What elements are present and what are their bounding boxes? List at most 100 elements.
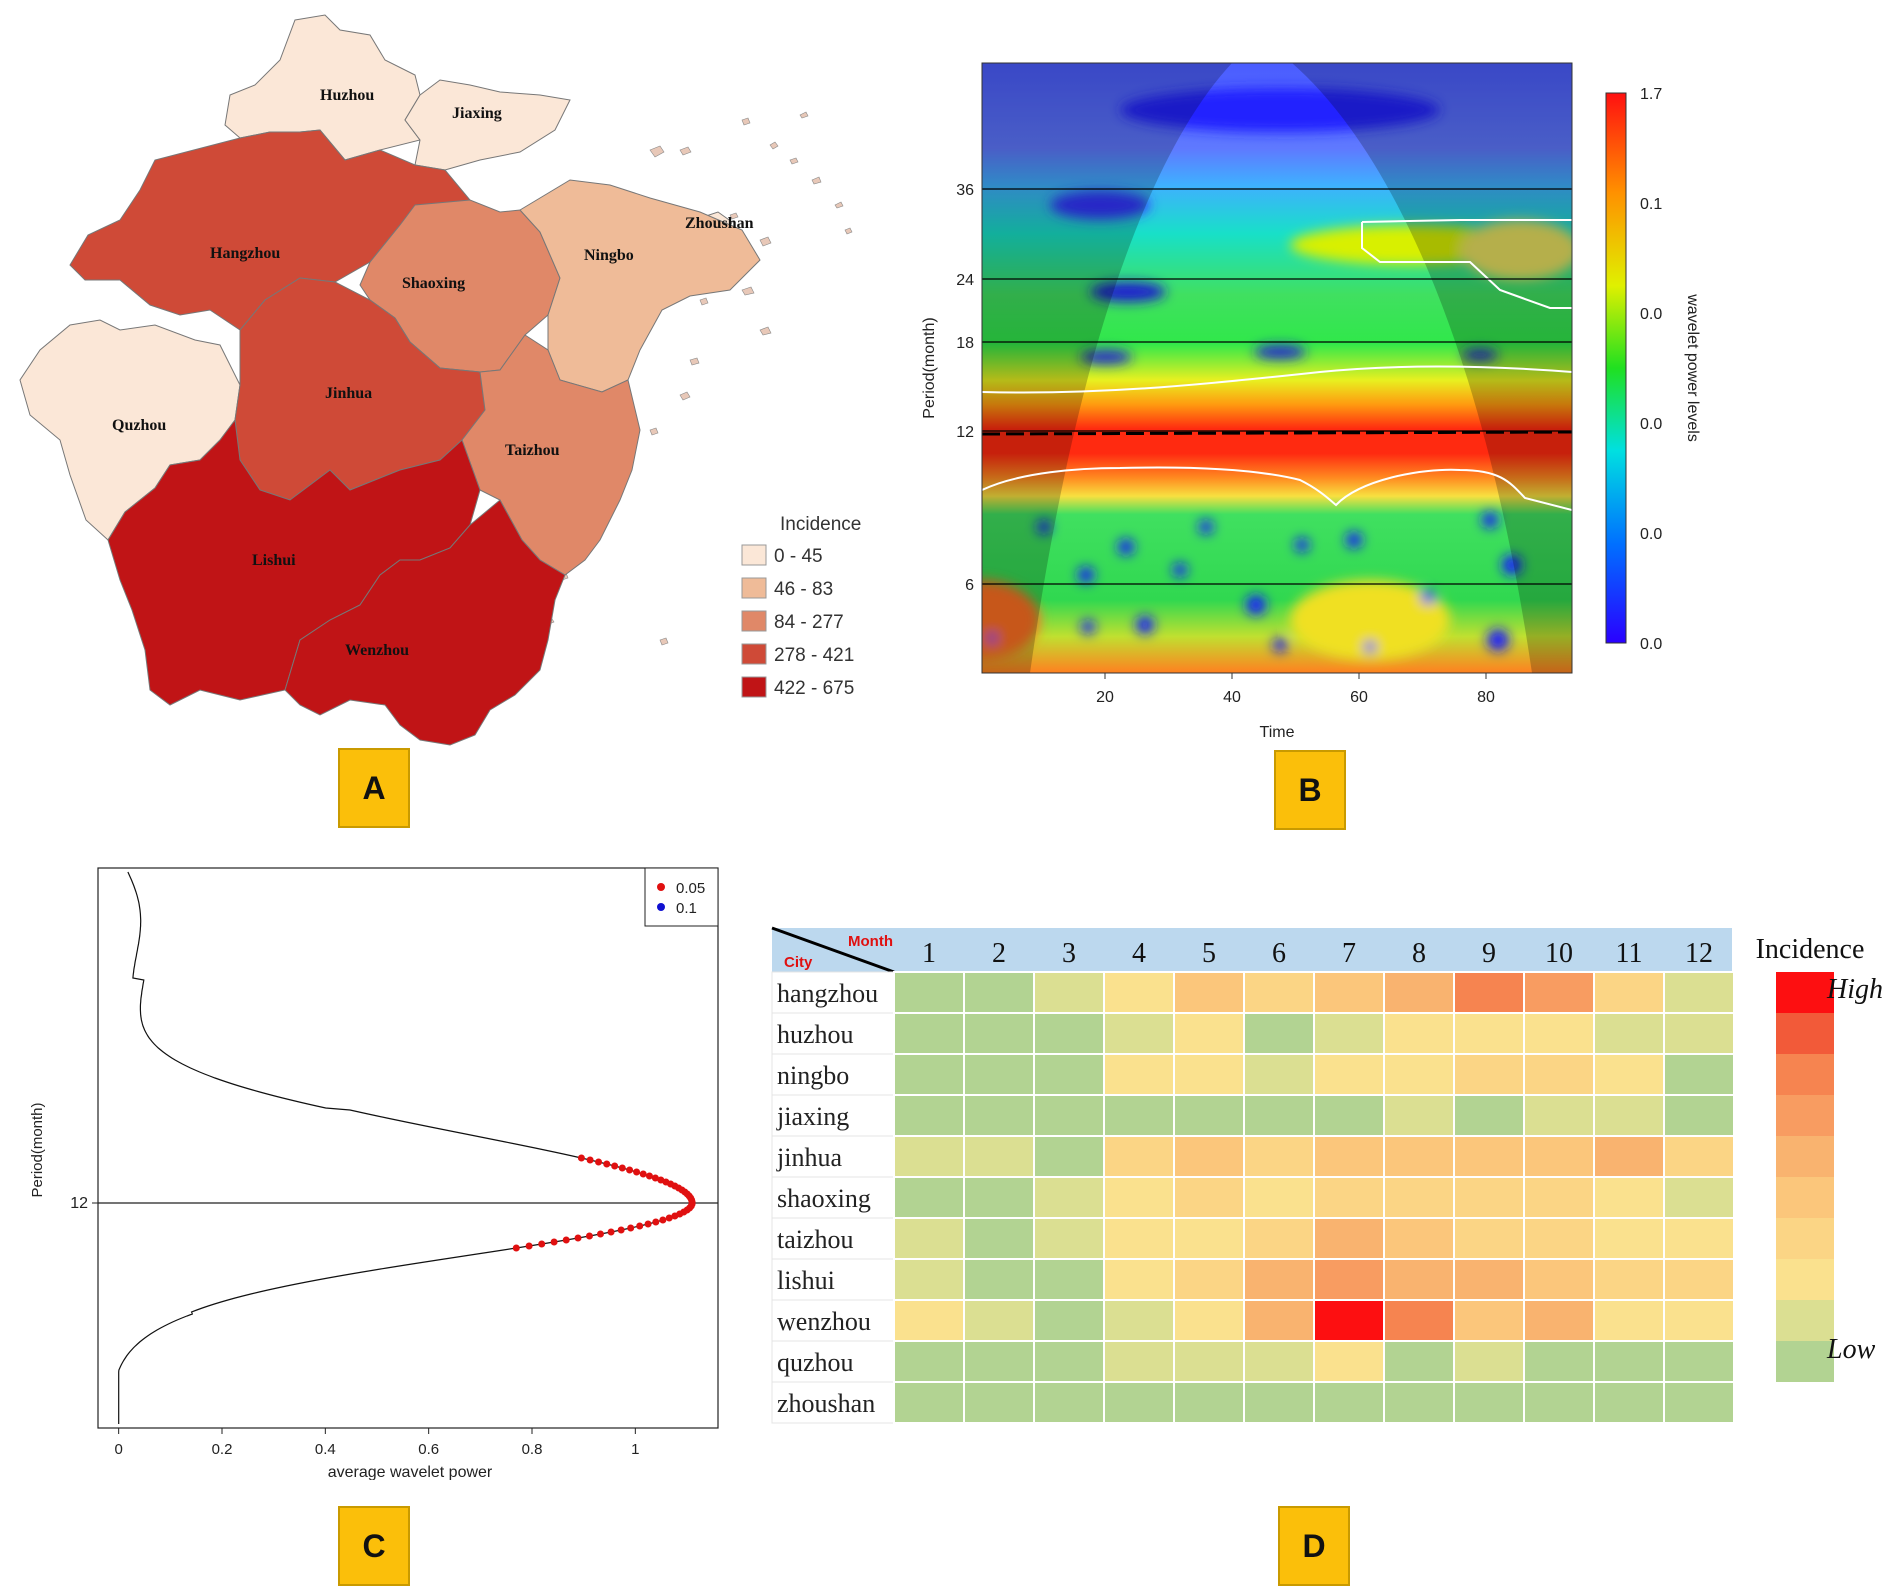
map-legend-swatch <box>741 610 767 632</box>
significant-point <box>595 1158 603 1166</box>
heatmap-cell <box>1453 971 1525 1014</box>
wavelet-y-ticks: 36 24 18 12 6 <box>956 182 974 594</box>
avg-power-xtick: 0.8 <box>522 1441 543 1458</box>
heatmap-cell <box>1313 1176 1385 1219</box>
heatmap-cell <box>1663 1381 1735 1424</box>
region-wenzhou[interactable] <box>284 499 566 746</box>
xtick-80: 80 <box>1477 689 1495 706</box>
month-header: 3 <box>1062 938 1076 969</box>
heatmap-cell <box>1243 1053 1315 1096</box>
label-zhoushan: Zhoushan <box>685 215 754 232</box>
heatmap-cell <box>1453 1176 1525 1219</box>
label-jinhua: Jinhua <box>325 385 372 402</box>
map-legend-label: 46 - 83 <box>774 579 833 600</box>
heatmap-cell <box>963 1340 1035 1383</box>
map-legend: Incidence 0 - 45 46 - 83 84 - 277 278 - 421… <box>741 514 861 699</box>
heatmap-cell <box>893 971 965 1014</box>
heatmap-cell <box>1663 1176 1735 1219</box>
panel-label-c: C <box>338 1506 410 1586</box>
significant-point <box>574 1234 582 1242</box>
panel-label-a: A <box>338 748 410 828</box>
heatmap-legend-step <box>1776 1136 1834 1177</box>
map-legend-swatch <box>741 643 767 665</box>
heatmap-cell <box>1173 1381 1245 1424</box>
ytick-24: 24 <box>956 272 974 289</box>
region-taizhou[interactable] <box>461 334 641 576</box>
heatmap-cell <box>1243 1340 1315 1383</box>
heatmap-cell <box>1593 1176 1665 1219</box>
avg-power-y-label: Period(month) <box>29 1102 46 1197</box>
heatmap-cell <box>963 971 1035 1014</box>
heatmap-legend-step <box>1776 1341 1834 1382</box>
heatmap-cell <box>1593 1299 1665 1342</box>
significant-point <box>611 1162 619 1170</box>
heatmap-cell <box>1103 1340 1175 1383</box>
heatmap-cell <box>1243 1176 1315 1219</box>
heatmap-legend-step <box>1776 972 1834 1013</box>
heatmap-cell <box>1173 1340 1245 1383</box>
month-header: 12 <box>1685 938 1713 969</box>
heatmap-cell <box>1103 1176 1175 1219</box>
heatmap-cell <box>1453 1340 1525 1383</box>
avg-power-x-label: average wavelet power <box>328 1464 493 1480</box>
heatmap-cell <box>1103 1217 1175 1260</box>
significant-point <box>636 1222 644 1230</box>
region-jiaxing[interactable] <box>404 79 571 171</box>
significant-point <box>512 1244 520 1252</box>
corner-city: City <box>784 954 813 971</box>
heatmap-cell <box>1103 1299 1175 1342</box>
label-shaoxing: Shaoxing <box>402 275 465 292</box>
heatmap-cell <box>1103 1258 1175 1301</box>
heatmap-cell <box>1593 1053 1665 1096</box>
heatmap-cell <box>1313 1053 1385 1096</box>
heatmap-cell <box>893 1381 965 1424</box>
heatmap-cell <box>893 1012 965 1055</box>
heatmap-cell <box>1033 1094 1105 1137</box>
significant-point <box>626 1166 634 1174</box>
heatmap-legend-step <box>1776 1095 1834 1136</box>
significant-point <box>645 1172 653 1180</box>
heatmap-cell <box>1523 1094 1595 1137</box>
heatmap-cell <box>1383 1135 1455 1178</box>
avg-power-xtick: 0.6 <box>418 1441 439 1458</box>
heatmap-cell <box>1033 1053 1105 1096</box>
heatmap-cell <box>1523 1258 1595 1301</box>
city-label: hangzhou <box>777 979 878 1008</box>
heatmap-cell <box>963 1094 1035 1137</box>
heatmap-cell <box>963 1053 1035 1096</box>
heatmap-cell <box>1453 1012 1525 1055</box>
region-ningbo[interactable] <box>519 179 761 393</box>
heatmap-cell <box>1663 971 1735 1014</box>
heatmap-cell <box>1663 1094 1735 1137</box>
month-header: 1 <box>922 938 936 969</box>
heatmap-cell <box>1383 971 1455 1014</box>
city-label: quzhou <box>777 1348 854 1377</box>
heatmap-cell <box>1593 971 1665 1014</box>
heatmap-cell <box>1243 1094 1315 1137</box>
avg-power-xtick: 1 <box>631 1441 639 1458</box>
heatmap-cell <box>1663 1217 1735 1260</box>
month-header: 2 <box>992 938 1006 969</box>
heatmap-cell <box>1593 1012 1665 1055</box>
heatmap-cell <box>1173 1217 1245 1260</box>
city-label: taizhou <box>777 1225 854 1254</box>
heatmap-cell <box>893 1217 965 1260</box>
significant-point <box>633 1168 641 1176</box>
heatmap-cell <box>1663 1299 1735 1342</box>
heatmap-legend-step <box>1776 1300 1834 1341</box>
heatmap-cell <box>893 1135 965 1178</box>
city-label: jiaxing <box>776 1102 849 1131</box>
heatmap-cell <box>1383 1217 1455 1260</box>
heatmap-cell <box>1313 1135 1385 1178</box>
heatmap-cell <box>1173 1176 1245 1219</box>
heatmap-cell <box>1383 1258 1455 1301</box>
map-legend-swatch <box>741 676 767 698</box>
heatmap-cell <box>1103 1381 1175 1424</box>
heatmap-cell <box>1663 1258 1735 1301</box>
heatmap-cell <box>1383 1340 1455 1383</box>
significant-point <box>627 1224 635 1232</box>
heatmap-cell <box>1033 971 1105 1014</box>
power-curve <box>118 871 693 1424</box>
city-label: shaoxing <box>777 1184 871 1213</box>
city-label: lishui <box>777 1266 835 1295</box>
